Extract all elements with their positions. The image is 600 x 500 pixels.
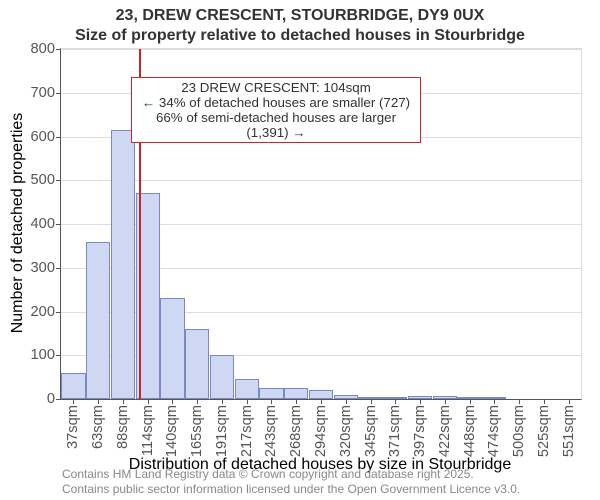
footer-line: Contains public sector information licen… bbox=[62, 482, 520, 496]
bar bbox=[86, 242, 110, 400]
bar bbox=[185, 329, 209, 399]
bar bbox=[61, 373, 85, 399]
x-tick-label: 88sqm bbox=[115, 405, 131, 449]
x-tick-label: 268sqm bbox=[288, 405, 304, 457]
x-tick-label: 140sqm bbox=[164, 405, 180, 457]
bar bbox=[309, 390, 333, 399]
y-tick-label: 700 bbox=[31, 85, 61, 101]
bar bbox=[235, 379, 259, 399]
chart-title-line2: Size of property relative to detached ho… bbox=[0, 26, 600, 46]
y-tick-label: 400 bbox=[31, 216, 61, 232]
bar bbox=[210, 355, 234, 399]
x-tick-label: 217sqm bbox=[239, 405, 255, 457]
x-tick-label: 525sqm bbox=[536, 405, 552, 457]
y-tick-label: 300 bbox=[31, 260, 61, 276]
x-tick-label: 371sqm bbox=[387, 405, 403, 457]
x-tick-label: 422sqm bbox=[437, 405, 453, 457]
y-tick-label: 600 bbox=[31, 129, 61, 145]
footer-attribution: Contains HM Land Registry data © Crown c… bbox=[62, 467, 520, 496]
x-tick-label: 294sqm bbox=[313, 405, 329, 457]
y-axis-title: Number of detached properties bbox=[9, 113, 27, 334]
x-tick-label: 243sqm bbox=[263, 405, 279, 457]
x-tick-label: 191sqm bbox=[214, 405, 230, 457]
x-tick-label: 448sqm bbox=[462, 405, 478, 457]
annotation-line: 23 DREW CRESCENT: 104sqm bbox=[136, 80, 416, 95]
y-tick-label: 500 bbox=[31, 172, 61, 188]
plot-area: 010020030040050060070080037sqm63sqm88sqm… bbox=[60, 48, 582, 400]
x-tick-label: 551sqm bbox=[561, 405, 577, 457]
bar bbox=[284, 388, 308, 399]
footer-line: Contains HM Land Registry data © Crown c… bbox=[62, 467, 520, 481]
chart-title-block: 23, DREW CRESCENT, STOURBRIDGE, DY9 0UX … bbox=[0, 0, 600, 46]
y-tick-label: 200 bbox=[31, 304, 61, 320]
annotation-box: 23 DREW CRESCENT: 104sqm← 34% of detache… bbox=[131, 77, 421, 143]
bar bbox=[160, 298, 184, 399]
y-tick-label: 800 bbox=[31, 41, 61, 57]
x-tick-label: 114sqm bbox=[140, 405, 156, 456]
bar bbox=[259, 388, 283, 399]
x-tick-label: 37sqm bbox=[65, 405, 81, 449]
bar bbox=[111, 130, 135, 399]
chart-container: 23, DREW CRESCENT, STOURBRIDGE, DY9 0UX … bbox=[0, 0, 600, 500]
y-tick-label: 100 bbox=[31, 347, 61, 363]
annotation-line: 66% of semi-detached houses are larger (… bbox=[136, 110, 416, 140]
chart-title-line1: 23, DREW CRESCENT, STOURBRIDGE, DY9 0UX bbox=[0, 6, 600, 26]
x-tick-label: 63sqm bbox=[90, 405, 106, 449]
x-tick-label: 165sqm bbox=[189, 405, 205, 457]
x-tick-label: 345sqm bbox=[363, 405, 379, 457]
x-tick-label: 320sqm bbox=[338, 405, 354, 457]
y-tick-label: 0 bbox=[47, 391, 61, 407]
annotation-line: ← 34% of detached houses are smaller (72… bbox=[136, 95, 416, 110]
x-tick-label: 397sqm bbox=[412, 405, 428, 457]
x-tick-label: 474sqm bbox=[486, 405, 502, 457]
x-tick-label: 500sqm bbox=[511, 405, 527, 457]
